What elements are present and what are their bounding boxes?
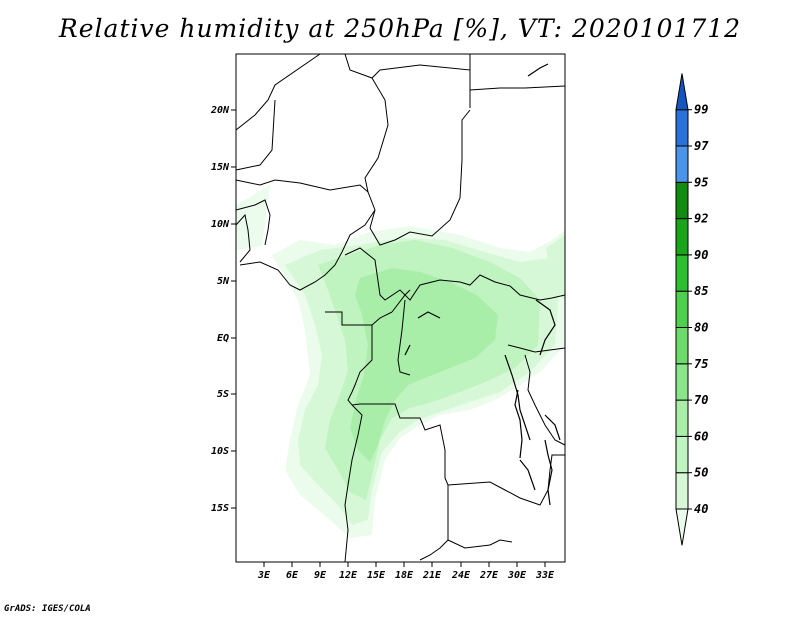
colorbar-upper-triangle [676, 73, 688, 109]
lat-ticks [231, 110, 236, 508]
colorbar-label: 90 [694, 248, 708, 262]
lat-label: 15S [211, 503, 229, 514]
colorbar-segment [676, 400, 688, 436]
colorbar-label: 95 [694, 175, 708, 189]
lon-label: 33E [535, 570, 555, 581]
colorbar-segment [676, 255, 688, 291]
lat-label: 10N [211, 219, 230, 230]
colorbar-label: 92 [694, 212, 708, 226]
lat-labels: 20N 15N 10N 5N EQ 5S 10S 15S [210, 105, 230, 514]
colorbar-lower-triangle [676, 509, 688, 545]
colorbar-label: 97 [694, 139, 709, 153]
colorbar-segment [676, 182, 688, 218]
colorbar-segment [676, 291, 688, 327]
lon-label: 24E [451, 570, 471, 581]
colorbar-segment [676, 110, 688, 146]
colorbar-label: 85 [694, 284, 708, 298]
colorbar-label: 75 [694, 357, 708, 371]
colorbar-label: 70 [694, 393, 708, 407]
map-svg: 20N 15N 10N 5N EQ 5S 10S 15S 3E 6E 9E [0, 0, 800, 618]
lon-label: 18E [395, 570, 414, 581]
lon-label: 30E [507, 570, 527, 581]
lon-label: 21E [422, 570, 442, 581]
lon-label: 3E [257, 570, 271, 581]
colorbar-label: 60 [694, 429, 708, 443]
map-figure: Relative humidity at 250hPa [%], VT: 202… [0, 0, 800, 618]
lat-label: 15N [211, 162, 230, 173]
lon-ticks [264, 562, 545, 567]
colorbar-label: 80 [694, 321, 708, 335]
colorbar-segment [676, 328, 688, 364]
colorbar-label: 99 [694, 103, 708, 117]
colorbar-segment [676, 364, 688, 400]
lat-label: 20N [210, 105, 230, 116]
lon-labels: 3E 6E 9E 12E 15E 18E 21E 24E 27E 30E 33E [257, 570, 555, 581]
lat-label: 10S [211, 446, 229, 457]
lat-label: 5S [217, 389, 229, 400]
lon-label: 9E [314, 570, 327, 581]
colorbar-segment [676, 473, 688, 509]
grads-credit: GrADS: IGES/COLA [4, 604, 91, 614]
colorbar-segment [676, 436, 688, 472]
colorbar-segment [676, 146, 688, 182]
colorbar: 40 50 60 70 75 80 85 90 92 95 97 99 [676, 73, 709, 545]
colorbar-label: 50 [694, 466, 708, 480]
lon-label: 6E [286, 570, 299, 581]
colorbar-segment [676, 219, 688, 255]
lat-label: 5N [217, 276, 230, 287]
lon-label: 12E [339, 570, 358, 581]
colorbar-label: 40 [694, 502, 708, 516]
lon-label: 27E [479, 570, 499, 581]
lon-label: 15E [367, 570, 386, 581]
lat-label: EQ [217, 333, 229, 344]
humidity-field [236, 185, 565, 538]
